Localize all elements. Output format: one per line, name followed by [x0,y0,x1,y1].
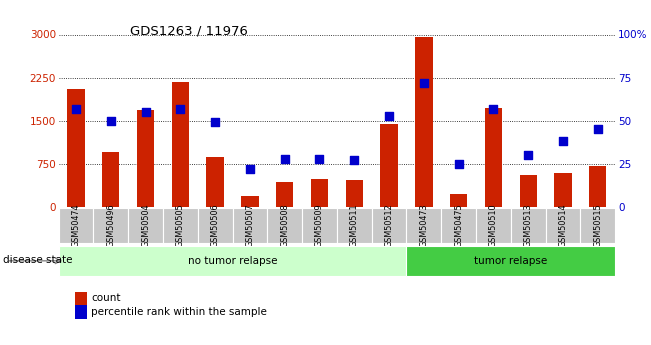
Bar [206,157,224,207]
Point [488,106,499,111]
FancyBboxPatch shape [406,246,615,276]
Point [349,158,359,163]
FancyBboxPatch shape [128,208,163,243]
Point [384,113,395,118]
Point [279,156,290,161]
Text: GSM50475: GSM50475 [454,203,463,247]
Bar [137,110,154,207]
FancyBboxPatch shape [93,208,128,243]
Text: disease state: disease state [3,256,73,265]
Bar [380,124,398,207]
Point [141,109,151,115]
Text: GSM50496: GSM50496 [106,203,115,247]
FancyBboxPatch shape [511,208,546,243]
FancyBboxPatch shape [268,208,302,243]
Bar [554,173,572,207]
Bar [102,152,120,207]
Bar [242,196,258,207]
Point [71,106,81,111]
Bar [415,37,432,207]
FancyBboxPatch shape [59,246,406,276]
Point [210,120,220,125]
Bar [276,182,294,207]
Text: GSM50510: GSM50510 [489,203,498,247]
Bar [450,194,467,207]
FancyBboxPatch shape [581,208,615,243]
FancyBboxPatch shape [59,208,93,243]
FancyBboxPatch shape [163,208,198,243]
Text: GSM50505: GSM50505 [176,203,185,247]
Point [592,127,603,132]
FancyBboxPatch shape [337,208,372,243]
Text: GSM50512: GSM50512 [385,203,394,247]
Text: GSM50513: GSM50513 [523,203,533,247]
Point [558,139,568,144]
Text: GSM50509: GSM50509 [315,203,324,247]
Text: count: count [91,294,120,303]
Text: GSM50507: GSM50507 [245,203,255,247]
FancyBboxPatch shape [372,208,406,243]
FancyBboxPatch shape [406,208,441,243]
Text: GSM50508: GSM50508 [280,203,289,247]
Point [105,118,116,124]
Text: GSM50474: GSM50474 [72,203,81,247]
Text: GSM50473: GSM50473 [419,203,428,247]
Point [245,166,255,172]
Point [419,80,429,86]
FancyBboxPatch shape [232,208,268,243]
FancyBboxPatch shape [302,208,337,243]
Text: no tumor relapse: no tumor relapse [187,256,277,266]
Text: percentile rank within the sample: percentile rank within the sample [91,307,267,317]
Bar [589,166,607,207]
FancyBboxPatch shape [198,208,232,243]
Text: GSM50506: GSM50506 [211,203,219,247]
Bar [519,175,537,207]
Text: GDS1263 / 11976: GDS1263 / 11976 [130,24,248,37]
Bar [485,108,502,207]
Point [523,152,533,158]
Bar [67,89,85,207]
Text: GSM50515: GSM50515 [593,203,602,247]
Text: tumor relapse: tumor relapse [474,256,547,266]
Text: GSM50514: GSM50514 [559,203,568,247]
Bar [172,82,189,207]
Text: GSM50504: GSM50504 [141,203,150,247]
Bar [311,179,328,207]
Point [314,156,325,161]
FancyBboxPatch shape [441,208,476,243]
Point [454,161,464,167]
Text: GSM50511: GSM50511 [350,203,359,247]
Point [175,106,186,111]
Bar [346,180,363,207]
FancyBboxPatch shape [546,208,581,243]
FancyBboxPatch shape [476,208,511,243]
